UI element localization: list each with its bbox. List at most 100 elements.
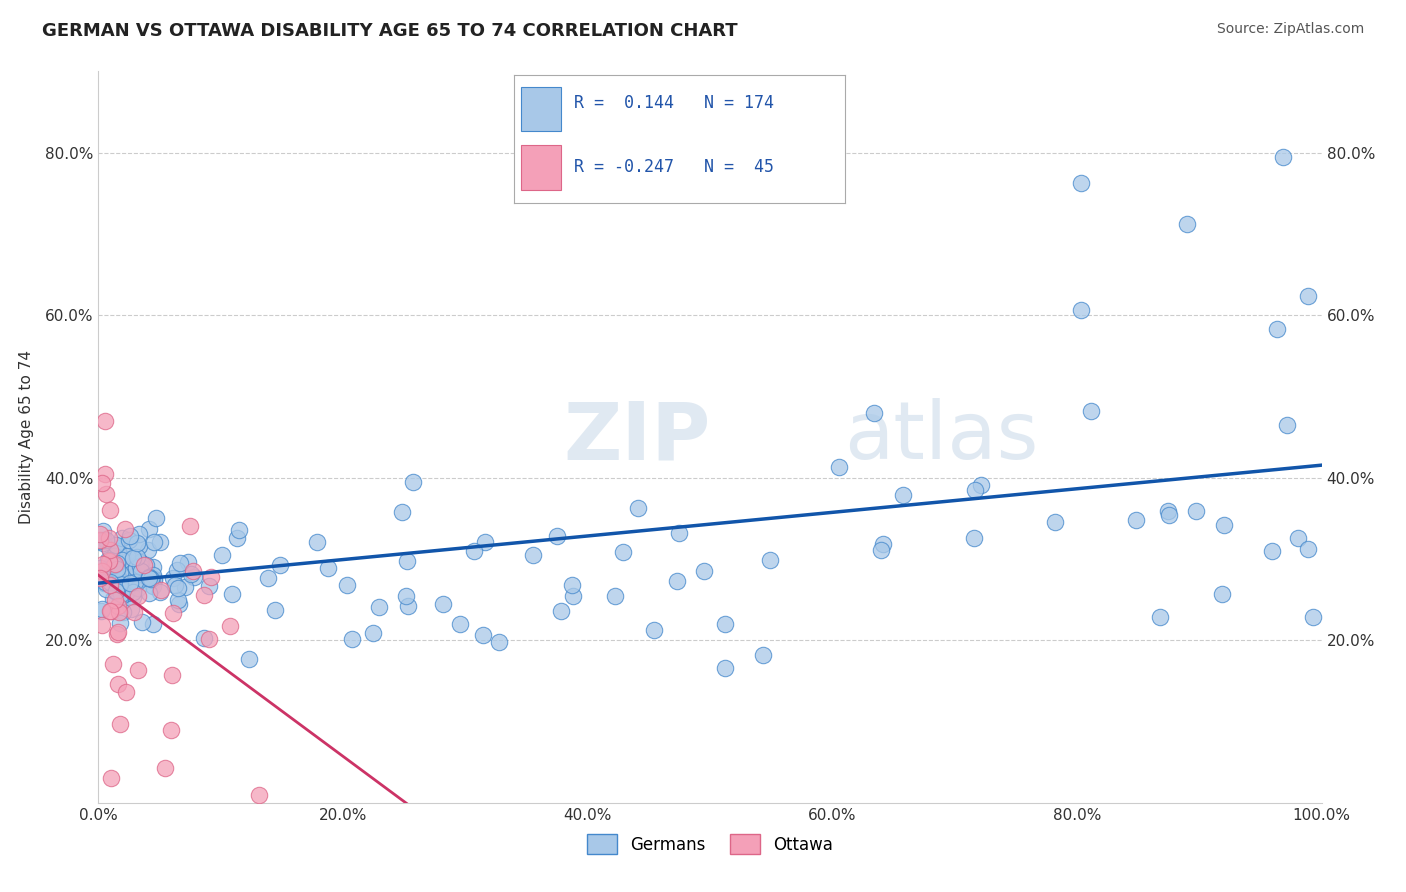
Point xyxy=(121,561,143,575)
Point xyxy=(193,631,215,645)
Point xyxy=(96,564,118,578)
Point xyxy=(1296,542,1319,557)
Point xyxy=(643,623,665,637)
Point xyxy=(963,531,986,545)
Point xyxy=(107,605,129,619)
Point xyxy=(398,599,420,614)
Point xyxy=(474,534,496,549)
Point xyxy=(139,572,162,586)
Point xyxy=(1157,504,1180,518)
Point xyxy=(112,551,135,566)
Point xyxy=(872,537,894,551)
Point xyxy=(1175,218,1198,232)
Point xyxy=(862,406,884,420)
Point xyxy=(1159,508,1181,522)
Point xyxy=(89,534,111,549)
Point xyxy=(561,589,583,603)
Point xyxy=(183,569,205,583)
Point xyxy=(1149,610,1171,624)
Point xyxy=(136,543,159,558)
Point xyxy=(1275,417,1298,432)
Point xyxy=(432,598,454,612)
Point xyxy=(713,616,735,631)
Point xyxy=(125,549,148,564)
Point xyxy=(108,549,131,564)
Point xyxy=(124,605,146,619)
Point xyxy=(117,554,139,568)
Point xyxy=(693,564,716,578)
Text: GERMAN VS OTTAWA DISABILITY AGE 65 TO 74 CORRELATION CHART: GERMAN VS OTTAWA DISABILITY AGE 65 TO 74… xyxy=(42,22,738,40)
Point xyxy=(714,660,737,674)
Point xyxy=(169,556,191,570)
Point xyxy=(211,548,233,562)
Point xyxy=(103,549,125,563)
Text: atlas: atlas xyxy=(845,398,1039,476)
Point xyxy=(221,587,243,601)
Point xyxy=(98,541,121,555)
Point xyxy=(361,626,384,640)
Point xyxy=(94,487,117,501)
Point xyxy=(1302,610,1324,624)
Point xyxy=(228,524,250,538)
Point xyxy=(665,574,688,589)
Point xyxy=(104,584,127,599)
Point xyxy=(612,545,634,559)
Point xyxy=(105,584,128,599)
Point xyxy=(105,562,128,576)
Point xyxy=(100,772,122,786)
Point xyxy=(149,534,172,549)
Point xyxy=(142,579,165,593)
Point xyxy=(89,571,111,585)
Point xyxy=(143,572,166,586)
Point xyxy=(98,604,121,618)
Point xyxy=(391,505,413,519)
Point xyxy=(197,632,219,647)
Point xyxy=(111,532,134,546)
Point xyxy=(546,528,568,542)
Point xyxy=(94,582,117,597)
Point xyxy=(100,604,122,618)
Point xyxy=(128,527,150,541)
Point xyxy=(269,558,291,572)
Point xyxy=(163,578,186,592)
Point xyxy=(318,561,340,575)
Point xyxy=(129,559,152,574)
Point xyxy=(120,602,142,616)
Point xyxy=(238,652,260,666)
Point xyxy=(200,570,222,584)
Point xyxy=(108,616,131,631)
Point xyxy=(118,575,141,590)
Point xyxy=(561,578,583,592)
Point xyxy=(1069,176,1091,190)
Text: Source: ZipAtlas.com: Source: ZipAtlas.com xyxy=(1216,22,1364,37)
Point xyxy=(115,549,138,563)
Point xyxy=(105,556,128,570)
Point xyxy=(1265,321,1288,335)
Point xyxy=(111,562,134,576)
Point xyxy=(128,539,150,553)
Point xyxy=(118,533,141,547)
Point xyxy=(138,586,160,600)
Point xyxy=(94,467,117,481)
Point xyxy=(1043,515,1066,529)
Point xyxy=(91,524,114,539)
Point xyxy=(97,553,120,567)
Point xyxy=(176,555,198,569)
Point xyxy=(91,476,114,491)
Point xyxy=(149,585,172,599)
Point xyxy=(166,592,188,607)
Point xyxy=(108,566,131,580)
Point xyxy=(96,565,118,579)
Point xyxy=(169,597,191,611)
Point xyxy=(135,569,157,583)
Point xyxy=(401,475,423,489)
Point xyxy=(550,604,572,618)
Text: ZIP: ZIP xyxy=(564,398,710,476)
Point xyxy=(149,583,172,598)
Point xyxy=(138,522,160,536)
Point xyxy=(138,572,160,586)
Point xyxy=(107,677,129,691)
Point xyxy=(463,543,485,558)
Point xyxy=(180,567,202,582)
Point xyxy=(160,668,183,682)
